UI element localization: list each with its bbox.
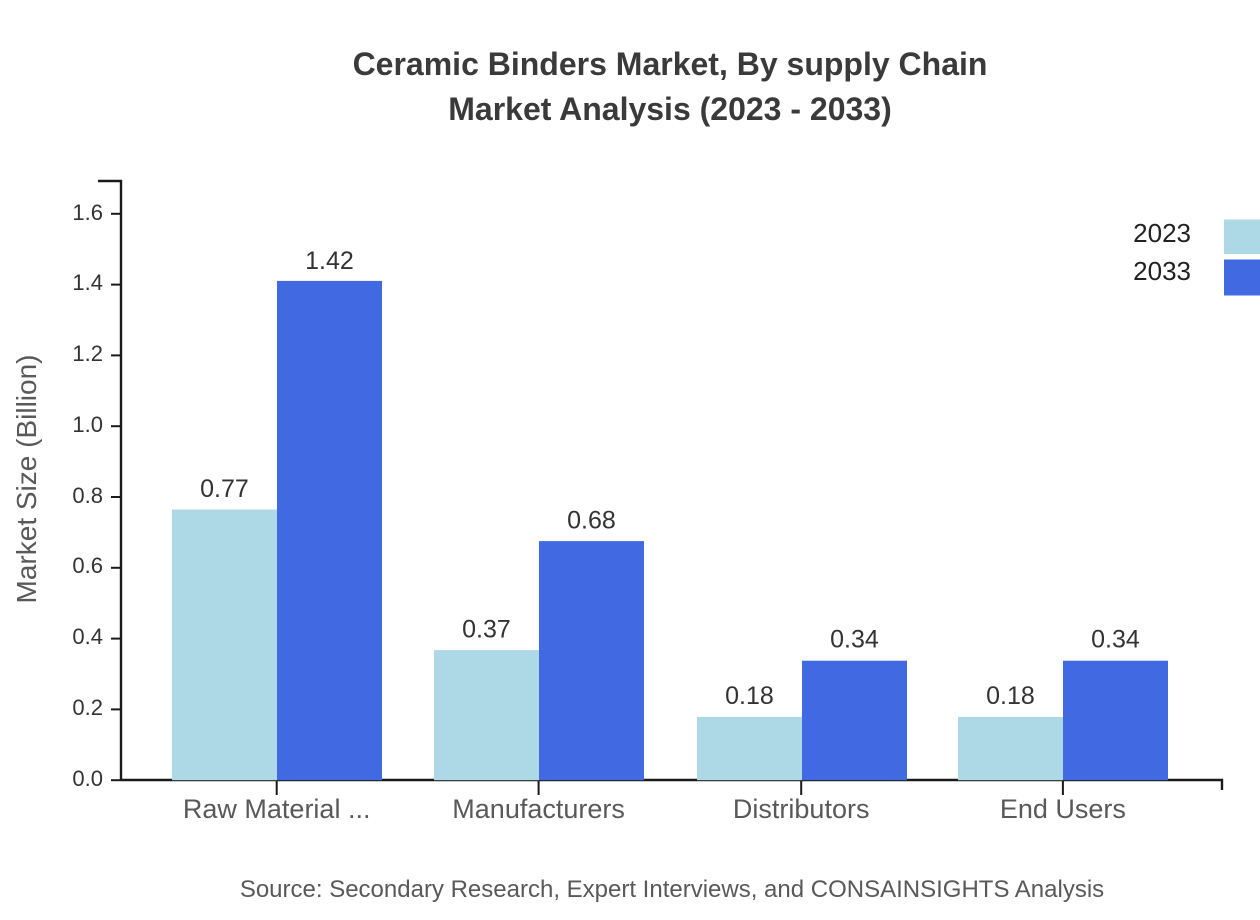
svg-text:0.18: 0.18 [725, 682, 774, 710]
svg-text:0.37: 0.37 [462, 616, 511, 644]
svg-text:1.0: 1.0 [72, 412, 103, 437]
svg-text:0.18: 0.18 [986, 682, 1035, 710]
svg-text:0.34: 0.34 [1091, 626, 1140, 654]
svg-text:0.2: 0.2 [72, 695, 103, 720]
svg-text:1.4: 1.4 [72, 270, 103, 295]
svg-text:1.42: 1.42 [305, 247, 354, 275]
svg-text:0.34: 0.34 [830, 626, 879, 654]
svg-text:0.68: 0.68 [567, 507, 616, 535]
svg-text:1.6: 1.6 [72, 200, 103, 225]
svg-text:0.0: 0.0 [72, 766, 103, 791]
svg-text:Raw Material ...: Raw Material ... [183, 794, 371, 824]
svg-text:1.2: 1.2 [72, 341, 103, 366]
svg-text:2023: 2023 [1133, 218, 1191, 248]
svg-text:End Users: End Users [1000, 794, 1126, 824]
svg-text:0.8: 0.8 [72, 483, 103, 508]
svg-text:Distributors: Distributors [733, 794, 870, 824]
svg-text:0.4: 0.4 [72, 624, 103, 649]
svg-text:0.77: 0.77 [200, 475, 249, 503]
svg-text:2033: 2033 [1133, 256, 1191, 286]
svg-text:Manufacturers: Manufacturers [452, 794, 625, 824]
svg-text:0.6: 0.6 [72, 553, 103, 578]
